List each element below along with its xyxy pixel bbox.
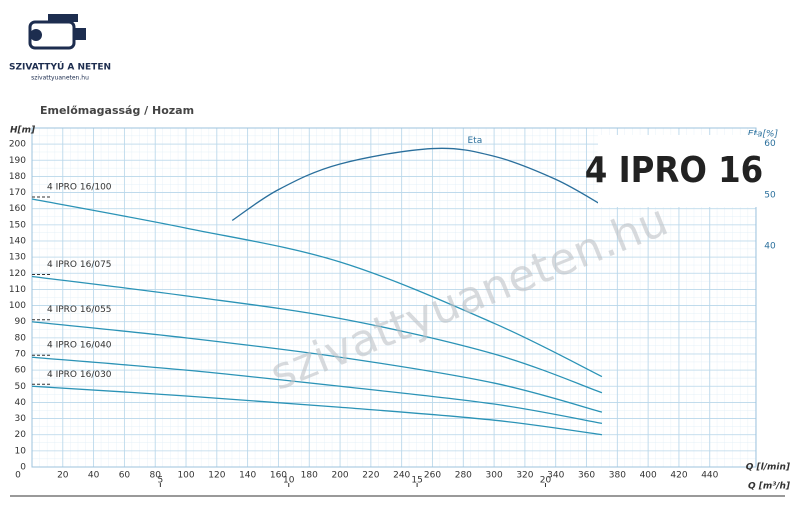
x-tick-label: 280 [455, 471, 472, 481]
series-line [31, 198, 603, 378]
series-label: 4 IPRO 16/030 [47, 370, 112, 380]
y-tick-label: 160 [9, 204, 26, 214]
series-label: 4 IPRO 16/100 [47, 183, 112, 193]
x-tick-label: 380 [609, 471, 626, 481]
y-tick-label: 10 [15, 446, 27, 456]
x-tick-label: 340 [547, 471, 564, 481]
y-tick-label: 60 [15, 366, 27, 376]
series-line [31, 275, 603, 394]
x-tick-label: 160 [270, 471, 287, 481]
logo-title: SZIVATTYÚ A NETEN [9, 61, 111, 73]
x2-tick-label: 10 [283, 476, 295, 486]
x-tick-label: 220 [362, 471, 379, 481]
x-tick-label: 20 [57, 471, 69, 481]
y-tick-label: 0 [20, 463, 26, 473]
y-tick-label: 100 [9, 301, 26, 311]
x-tick-label: 320 [516, 471, 533, 481]
x-tick-label: 0 [15, 471, 21, 481]
x-tick-label: 80 [150, 471, 162, 481]
y-tick-label: 170 [9, 188, 26, 198]
x-tick-label: 300 [486, 471, 503, 481]
plot-frame [31, 127, 757, 468]
y-tick-label: 140 [9, 237, 26, 247]
y-tick-label: 120 [9, 269, 26, 279]
y-tick-label: 30 [15, 414, 27, 424]
y-tick-label: 20 [15, 430, 27, 440]
series-label: Eta [468, 136, 483, 146]
x-tick-label: 40 [88, 471, 100, 481]
x-tick-label: 60 [119, 471, 131, 481]
x-tick-label: 420 [670, 471, 687, 481]
y-tick-label: 50 [15, 382, 27, 392]
y-tick-label: 190 [9, 156, 26, 166]
y-tick-label: 80 [15, 333, 27, 343]
y-tick-label: 180 [9, 172, 26, 182]
x-axis-label: Q [l/min] [746, 463, 791, 473]
x-tick-label: 260 [424, 471, 441, 481]
y2-tick-label: 40 [764, 242, 776, 252]
x2-tick-label: 20 [540, 476, 552, 486]
x-tick-label: 140 [239, 471, 256, 481]
badge-box [598, 135, 758, 207]
x2-tick-label: 15 [411, 476, 422, 486]
plot: 0102030405060708090100110120130140150160… [9, 127, 776, 487]
series-line [31, 321, 603, 413]
y-tick-label: 40 [15, 398, 27, 408]
badge: 4 IPRO 16 [585, 150, 763, 191]
x-tick-label: 360 [578, 471, 595, 481]
x-tick-label: 440 [701, 471, 718, 481]
chart-title: Emelőmagasság / Hozam [40, 104, 194, 117]
y2-tick-label: 60 [764, 139, 776, 149]
series-label: 4 IPRO 16/075 [47, 260, 112, 270]
y-tick-label: 110 [9, 285, 26, 295]
series-label: 4 IPRO 16/040 [47, 341, 112, 351]
logo: SZIVATTYÚ A NETEN szivattyuaneten.hu [9, 14, 111, 82]
y-tick-label: 70 [15, 350, 27, 360]
logo-subtitle: szivattyuaneten.hu [31, 75, 89, 82]
x2-axis-label: Q [m³/h] [748, 482, 791, 492]
x-tick-label: 180 [301, 471, 318, 481]
y-tick-label: 200 [9, 140, 26, 150]
series-line [31, 385, 603, 436]
y2-tick-label: 50 [764, 190, 776, 200]
y-tick-label: 150 [9, 220, 26, 230]
series-line [31, 356, 603, 425]
x-tick-label: 100 [177, 471, 194, 481]
y-axis-label: H[m] [10, 126, 36, 136]
x-tick-label: 200 [331, 471, 348, 481]
x-tick-label: 120 [208, 471, 225, 481]
series-label: 4 IPRO 16/055 [47, 305, 112, 315]
x2-tick-label: 5 [158, 476, 164, 486]
x-tick-label: 400 [640, 471, 657, 481]
y2-axis-label: Eta[%] [748, 130, 779, 140]
series-line [231, 147, 603, 221]
y-tick-label: 90 [15, 317, 27, 327]
x-tick-label: 240 [393, 471, 410, 481]
y-tick-label: 130 [9, 253, 26, 263]
